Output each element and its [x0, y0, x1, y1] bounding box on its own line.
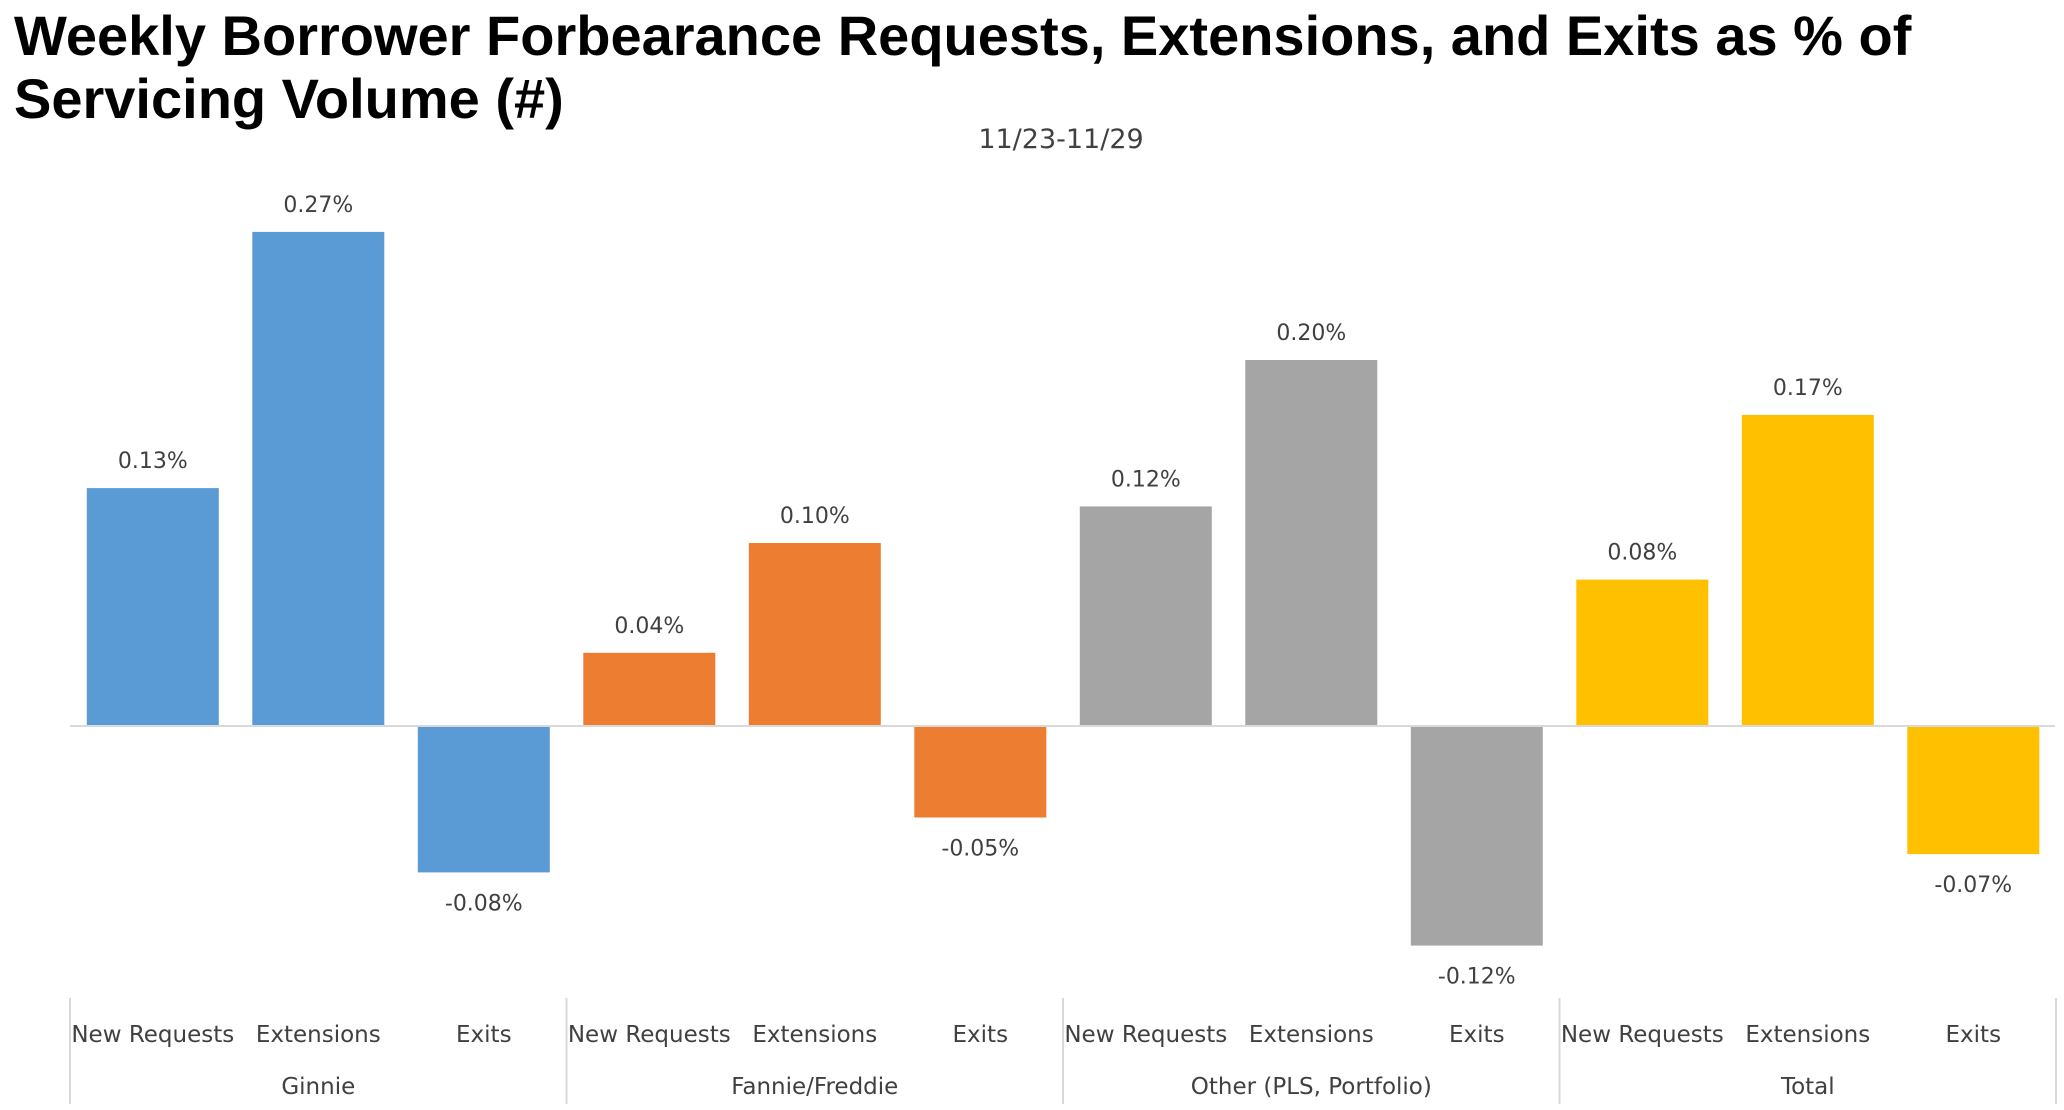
bar	[86, 488, 219, 726]
bar	[417, 726, 550, 873]
group-label: Ginnie	[281, 1074, 355, 1100]
bar	[1245, 360, 1378, 726]
labels-layer: 0.13% New Requests 0.27% Extensions -0.08% Ex…	[71, 193, 2012, 1100]
data-label: 0.20%	[1276, 321, 1346, 346]
bar	[1410, 726, 1543, 946]
bar	[252, 231, 385, 726]
category-label: Exits	[456, 1022, 512, 1048]
data-label: -0.08%	[445, 891, 523, 916]
data-label: 0.08%	[1607, 541, 1677, 566]
bar	[1741, 414, 1874, 726]
category-label: New Requests	[71, 1022, 234, 1048]
data-label: -0.05%	[941, 837, 1019, 862]
bar	[1576, 579, 1709, 726]
bar	[1079, 506, 1212, 726]
category-label: Exits	[953, 1022, 1009, 1048]
data-label: 0.13%	[118, 449, 188, 474]
category-label: Extensions	[1249, 1022, 1374, 1048]
bar	[1907, 726, 2040, 855]
data-label: 0.10%	[780, 504, 850, 529]
category-label: Extensions	[256, 1022, 381, 1048]
bar	[914, 726, 1047, 818]
category-label: New Requests	[568, 1022, 731, 1048]
bar	[583, 652, 716, 726]
data-label: 0.12%	[1111, 467, 1181, 492]
category-label: Exits	[1946, 1022, 2002, 1048]
category-label: New Requests	[1064, 1022, 1227, 1048]
data-label: 0.27%	[283, 193, 353, 218]
category-label: Extensions	[1745, 1022, 1870, 1048]
category-label: Exits	[1449, 1022, 1505, 1048]
chart-subtitle: 11/23-11/29	[978, 124, 1143, 155]
group-label: Other (PLS, Portfolio)	[1191, 1074, 1432, 1100]
group-label: Fannie/Freddie	[731, 1074, 898, 1100]
data-label: -0.07%	[1934, 873, 2012, 898]
category-label: Extensions	[752, 1022, 877, 1048]
data-label: 0.17%	[1773, 376, 1843, 401]
data-label: 0.04%	[614, 614, 684, 639]
group-label: Total	[1780, 1074, 1835, 1100]
bars-layer	[86, 231, 2040, 946]
bar	[748, 543, 881, 726]
page-title: Weekly Borrower Forbearance Requests, Ex…	[14, 4, 1912, 130]
category-label: New Requests	[1561, 1022, 1724, 1048]
data-label: -0.12%	[1438, 965, 1516, 990]
axis-layer	[69, 725, 2057, 1104]
